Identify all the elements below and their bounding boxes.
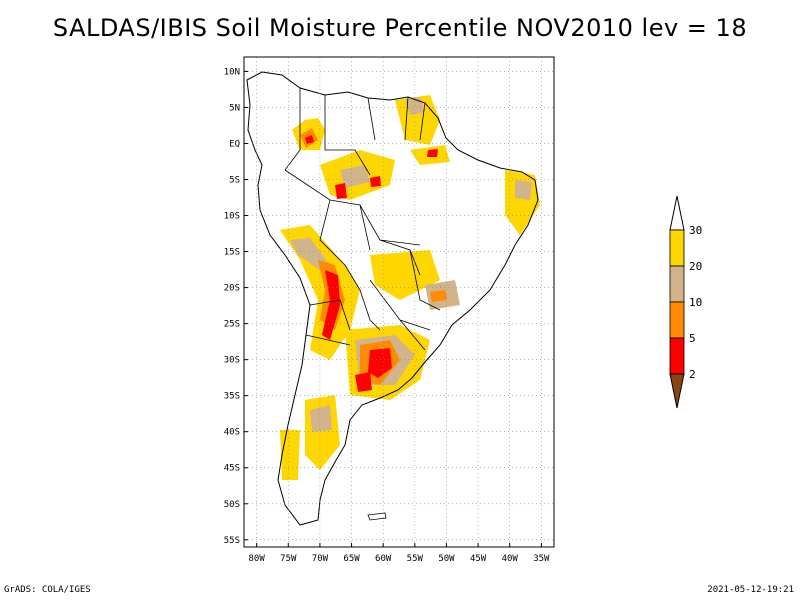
colorbar-segment <box>669 301 685 339</box>
colorbar-label: 10 <box>689 296 702 309</box>
lat-tick-label: 10N <box>224 67 240 77</box>
shade-andes-red <box>322 270 340 340</box>
country-borders <box>284 88 441 351</box>
shade-patagonia-tan <box>310 405 332 432</box>
shade-central-yellow <box>370 250 440 300</box>
lat-tick-label: 30S <box>224 356 240 366</box>
shade-patagonia-yellow <box>305 395 340 470</box>
lat-tick-label: EQ <box>229 139 240 149</box>
lon-tick-label: 60W <box>375 554 392 564</box>
colorbar-label: 30 <box>689 224 702 237</box>
lat-tick-label: 55S <box>224 536 240 546</box>
coastlines <box>246 71 539 526</box>
lat-tick-label: 5S <box>229 176 240 186</box>
lat-tick-label: 5N <box>229 103 240 113</box>
lat-tick-label: 45S <box>224 464 240 474</box>
shade-central-orange <box>430 290 447 302</box>
lon-tick-label: 45W <box>470 554 487 564</box>
shade-amazon-mouth-red <box>427 149 438 157</box>
colorbar-label: 20 <box>689 260 702 273</box>
lon-tick-label: 35W <box>533 554 550 564</box>
shade-chile-yellow <box>280 430 300 480</box>
lat-tick-label: 25S <box>224 320 240 330</box>
shade-amazon-red <box>335 183 347 199</box>
lat-tick-label: 20S <box>224 284 240 294</box>
colorbar-segment <box>669 337 685 375</box>
colorbar-below-arrow <box>669 373 685 409</box>
lon-tick-label: 70W <box>312 554 329 564</box>
lat-tick-label: 15S <box>224 248 240 258</box>
shade-amazon-red2 <box>370 176 381 187</box>
colorbar-label: 2 <box>689 368 696 381</box>
lat-tick-label: 50S <box>224 500 240 510</box>
colorbar-label: 5 <box>689 332 696 345</box>
colorbar-above-arrow <box>669 195 685 231</box>
colorbar: 2 5 10 20 30 <box>669 195 702 409</box>
shade-andes-yellow <box>280 225 360 360</box>
map-frame <box>243 56 555 548</box>
lat-tick-label: 35S <box>224 392 240 402</box>
shade-south-red <box>368 348 392 378</box>
lon-tick-label: 55W <box>407 554 424 564</box>
footer-credit: GrADS: COLA/IGES <box>4 585 91 595</box>
graticule <box>244 57 554 547</box>
colorbar-segment <box>669 229 685 267</box>
footer-timestamp: 2021-05-12-19:21 <box>707 585 794 595</box>
latitude-labels: 10N 5N EQ 5S 10S 15S 20S 25S 30S 35S 40S 45S 50S 55S <box>224 67 240 545</box>
lon-tick-label: 75W <box>280 554 297 564</box>
lat-tick-label: 10S <box>224 212 240 222</box>
shade-south-red2 <box>355 372 372 392</box>
colorbar-segment <box>669 265 685 303</box>
lon-tick-label: 50W <box>438 554 455 564</box>
lat-tick-label: 40S <box>224 428 240 438</box>
longitude-labels: 80W 75W 70W 65W 60W 55W 50W 45W 40W 35W <box>249 554 551 564</box>
map-title: SALDAS/IBIS Soil Moisture Percentile NOV… <box>52 14 748 42</box>
falkland-islands <box>367 512 387 521</box>
lon-tick-label: 40W <box>502 554 519 564</box>
shade-nw-red <box>305 135 314 144</box>
lon-tick-label: 65W <box>343 554 360 564</box>
percentile-shading <box>280 95 540 480</box>
shade-amazon-tan <box>340 165 370 188</box>
shade-east-tan <box>515 180 532 200</box>
lon-tick-label: 80W <box>249 554 266 564</box>
